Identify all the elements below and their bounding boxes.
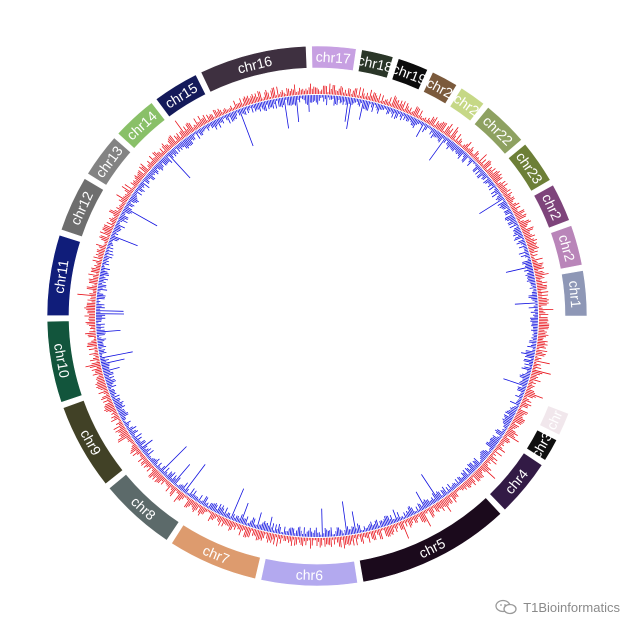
chromosome-ring: chr1chr2chr2chr23chr22chr2chr2chr19chr18… xyxy=(46,45,588,587)
watermark-text: T1Bioinformatics xyxy=(523,599,620,615)
chromosome-band-chr2 xyxy=(449,87,485,122)
chromosome-label-chr6: chr6 xyxy=(296,566,324,583)
chromosome-band-chr18 xyxy=(357,49,394,79)
chromosome-band-chr11 xyxy=(46,234,81,316)
chromosome-band-chr19 xyxy=(391,58,429,91)
chromosome-band-chr17 xyxy=(311,45,357,71)
chromosome-label-chr2: chr2 xyxy=(556,233,579,264)
chromosome-label-chr1: chr1 xyxy=(566,280,584,309)
chromosome-label-chr: chr xyxy=(543,408,566,433)
chromosome-band-chr23 xyxy=(507,143,551,192)
signal-track-ring xyxy=(77,83,554,549)
chromosome-label-chr18: chr18 xyxy=(356,52,394,75)
chromosome-band-chr5 xyxy=(359,497,502,583)
chromosome-band-chr9 xyxy=(62,399,124,485)
chromosome-band-chr xyxy=(539,405,570,436)
chromosome-band-chr2 xyxy=(422,71,458,105)
signal-track-red xyxy=(77,83,554,549)
signal-track-blue xyxy=(95,94,539,538)
chromosome-band-chr8 xyxy=(108,473,180,541)
chromosome-band-chr4 xyxy=(489,452,543,511)
chromosome-label-chr10: chr10 xyxy=(51,342,73,379)
chromosome-band-chr12 xyxy=(60,178,104,238)
chromosome-band-chr13 xyxy=(87,137,132,186)
chromosome-band-chr2 xyxy=(550,225,583,270)
chromosome-band-chr22 xyxy=(473,106,523,155)
chromosome-label-chr17: chr17 xyxy=(315,48,351,66)
watermark: T1Bioinformatics xyxy=(495,599,620,615)
chromosome-band-chr10 xyxy=(46,320,83,403)
chromosome-band-chr1 xyxy=(561,270,588,317)
chromosome-label-chr11: chr11 xyxy=(51,258,72,294)
chromosome-band-chr3 xyxy=(526,429,558,461)
chromosome-band-chr14 xyxy=(117,102,166,149)
chromosome-band-chr6 xyxy=(260,558,358,587)
wechat-icon xyxy=(495,599,517,615)
chromosome-band-chr2 xyxy=(533,184,570,229)
chromosome-band-chr15 xyxy=(155,74,207,118)
chromosome-band-chr16 xyxy=(200,45,308,93)
chromosome-band-chr7 xyxy=(171,524,261,580)
